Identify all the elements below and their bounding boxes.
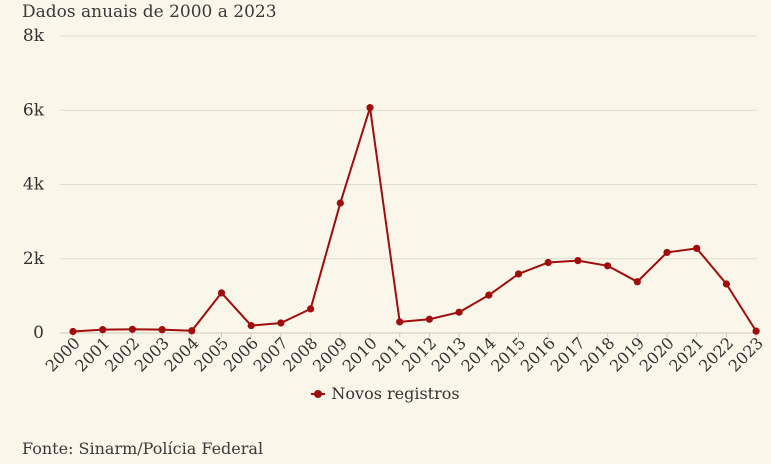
data-point[interactable]: [366, 104, 374, 112]
data-point[interactable]: [455, 308, 463, 316]
x-axis-ticks: 2000200120022003200420052006200720082009…: [42, 333, 767, 376]
data-point[interactable]: [99, 326, 107, 334]
data-point[interactable]: [544, 258, 552, 267]
data-point[interactable]: [158, 326, 166, 334]
data-point[interactable]: [277, 319, 285, 327]
data-point[interactable]: [722, 280, 731, 288]
y-tick-label: 0: [33, 323, 44, 343]
y-tick-label: 8k: [23, 26, 45, 46]
data-point[interactable]: [247, 321, 255, 330]
data-point[interactable]: [633, 278, 641, 286]
data-point[interactable]: [604, 262, 612, 270]
data-point[interactable]: [336, 199, 344, 207]
data-point[interactable]: [396, 318, 404, 326]
grid-lines: [60, 35, 757, 260]
data-point[interactable]: [485, 291, 493, 299]
legend-label: Novos registros: [331, 384, 460, 403]
line-chart: 0 2k 4k 6k 8k 200020012002200320042005200620…: [23, 26, 767, 376]
data-point[interactable]: [69, 327, 77, 336]
y-tick-label: 6k: [23, 100, 45, 120]
y-tick-label: 2k: [23, 249, 45, 269]
data-point[interactable]: [693, 244, 701, 252]
data-point[interactable]: [425, 315, 433, 323]
data-point[interactable]: [574, 257, 582, 265]
series-layer: [69, 104, 760, 336]
data-point[interactable]: [128, 325, 136, 333]
source-note: Fonte: Sinarm/Polícia Federal: [22, 439, 264, 458]
data-point[interactable]: [514, 270, 523, 278]
legend: Novos registros: [0, 384, 771, 403]
series-line: [72, 106, 757, 333]
chart-subtitle: Dados anuais de 2000 a 2023: [22, 2, 277, 22]
data-point[interactable]: [307, 305, 315, 313]
legend-swatch: [311, 388, 326, 400]
x-tick-label: 2023: [725, 333, 767, 375]
y-axis-ticks: 0 2k 4k 6k 8k: [23, 26, 45, 343]
data-point[interactable]: [217, 289, 226, 297]
y-tick-label: 4k: [23, 175, 45, 195]
data-point[interactable]: [188, 327, 196, 335]
data-point[interactable]: [752, 327, 760, 335]
data-point[interactable]: [663, 248, 671, 257]
